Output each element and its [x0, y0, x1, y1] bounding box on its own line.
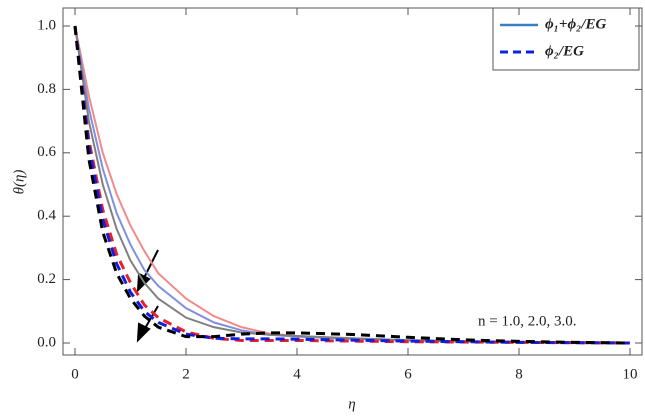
x-tick-label: 10	[623, 366, 638, 382]
y-tick-label: 0.8	[37, 81, 56, 97]
y-tick-label: 0.4	[37, 208, 56, 224]
line-series	[73, 25, 631, 345]
x-tick-label: 4	[293, 366, 301, 382]
x-tick-label: 2	[182, 366, 190, 382]
y-axis-label: θ(η)	[11, 170, 27, 195]
y-tick-label: 1.0	[37, 17, 56, 33]
y-tick-label: 0.2	[37, 271, 56, 287]
line-series	[73, 25, 631, 345]
arrow-head	[136, 322, 151, 343]
line-series	[74, 25, 631, 344]
y-tick-label: 0.0	[37, 334, 56, 350]
line-series	[74, 25, 631, 344]
plot-frame	[62, 7, 643, 356]
line-series	[73, 25, 631, 345]
y-tick-label: 0.6	[37, 144, 56, 160]
legend-box	[492, 7, 640, 71]
legend-label: ϕ₂/EG	[545, 43, 584, 59]
x-tick-label: 8	[515, 366, 523, 382]
x-axis-label: η	[348, 396, 355, 412]
annotation: n = 1.0, 2.0, 3.0.	[478, 313, 576, 329]
line-series	[74, 25, 631, 344]
x-tick-label: 0	[71, 366, 79, 382]
legend-label: ϕ₁+ϕ₂/EG	[545, 16, 607, 32]
arrow	[142, 249, 159, 281]
x-tick-label: 6	[404, 366, 412, 382]
